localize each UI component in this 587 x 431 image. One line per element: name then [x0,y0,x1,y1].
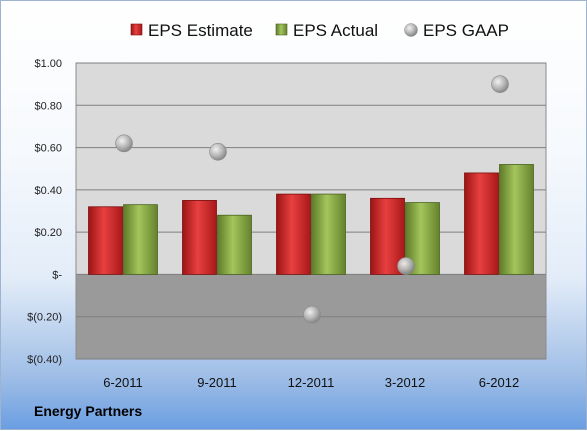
bar-eps-estimate [464,172,499,275]
marker-eps-gaap [303,305,321,324]
bar-eps-estimate [182,200,217,275]
legend: EPS Estimate EPS Actual EPS GAAP [130,21,509,40]
marker-eps-gaap [491,75,509,93]
marker-eps-gaap [115,134,133,153]
x-tick-label: 6-2012 [479,375,519,390]
legend-swatch [404,23,418,37]
legend-swatch [275,23,288,36]
y-tick-label: $0.20 [34,227,62,239]
x-tick-label: 9-2011 [197,375,237,390]
y-tick-label: $(0.20) [27,312,62,324]
bar-eps-actual [217,214,252,275]
y-tick-label: $- [52,269,62,281]
y-tick-label: $(0.40) [27,354,62,366]
bar-eps-actual [499,164,534,275]
x-tick-label: 12-2011 [288,375,335,390]
x-tick-label: 3-2012 [385,375,425,390]
legend-label: EPS GAAP [423,21,509,40]
legend-swatch [130,23,143,36]
plot-area: $1.00 $0.80 $0.60 $0.40 $0.20 $- $(0.20) $(0.40… [27,58,547,390]
bar-eps-actual [123,204,158,275]
x-tick-label: 6-2011 [103,375,143,390]
marker-eps-gaap [397,257,415,275]
marker-eps-gaap [209,143,227,161]
y-tick-label: $0.80 [34,100,62,112]
y-tick-label: $0.60 [34,143,62,155]
y-tick-label: $1.00 [34,58,62,70]
bar-eps-actual [311,193,346,275]
y-tick-label: $0.40 [34,185,62,197]
company-name: Energy Partners [34,403,143,419]
bar-eps-estimate [276,193,311,275]
bar-eps-estimate [88,206,123,275]
legend-label: EPS Estimate [148,21,253,40]
legend-label: EPS Actual [293,21,378,40]
